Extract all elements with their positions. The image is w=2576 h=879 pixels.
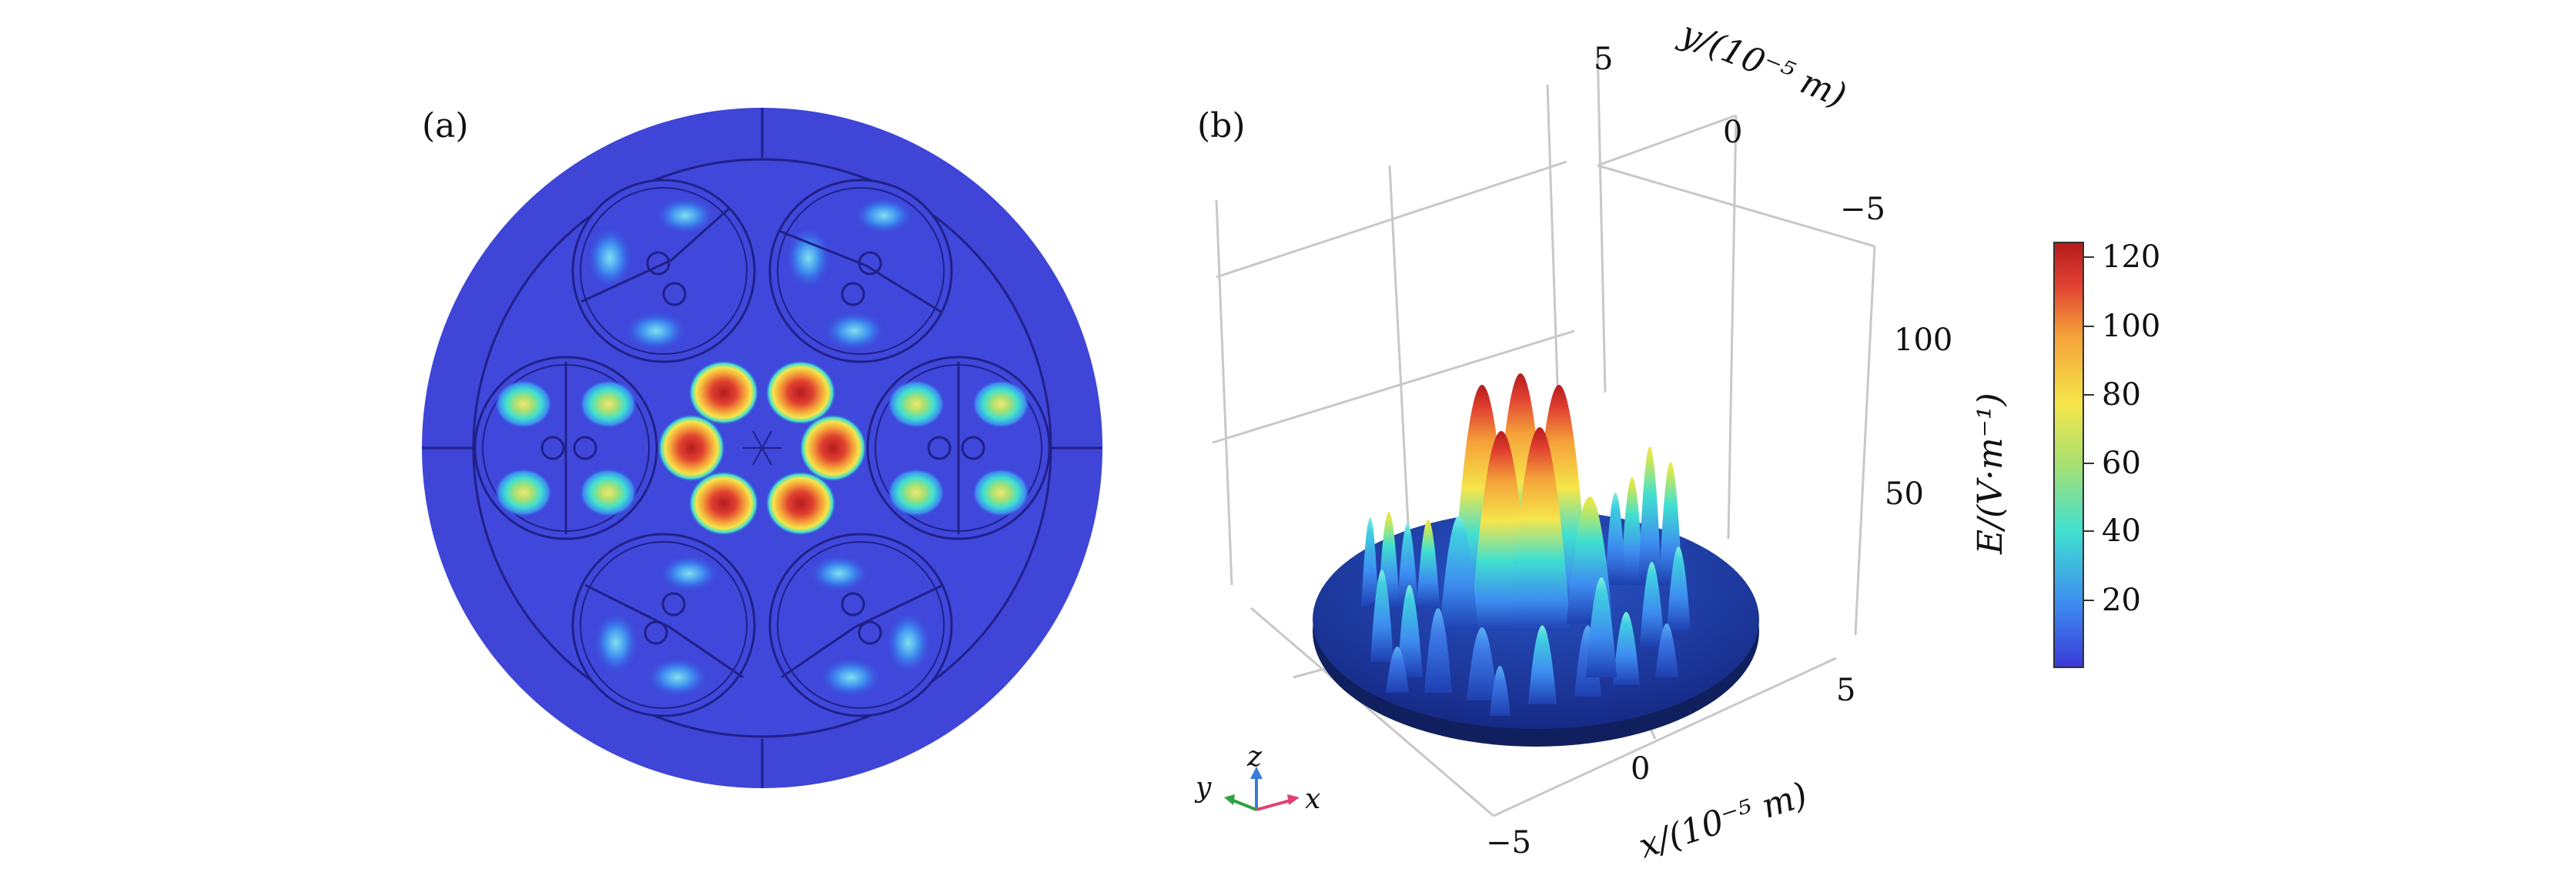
outer-core-top-right xyxy=(768,179,953,363)
colorbar-gradient xyxy=(2053,242,2084,668)
x-axis-label: x/(10⁻⁵ m) xyxy=(1634,775,1812,867)
colorbar-label: E/(V·m⁻¹) xyxy=(1971,393,2010,555)
colorbar-tick-60: 60 xyxy=(2102,446,2141,481)
y-tick-neg5: −5 xyxy=(1840,192,1885,227)
x-tick-neg5: −5 xyxy=(1486,825,1531,861)
z-tick-50: 50 xyxy=(1885,476,1924,512)
colorbar-ticks xyxy=(2083,256,2094,601)
y-axis-ticks: 5 0 −5 xyxy=(1594,42,1885,227)
outer-core-right xyxy=(866,356,1051,540)
triad-y-label: y xyxy=(1194,772,1212,804)
x-tick-5: 5 xyxy=(1836,673,1855,708)
z-axis-ticks: 100 50 xyxy=(1885,323,1952,512)
colorbar-tick-120: 120 xyxy=(2102,239,2160,275)
surface-peaks xyxy=(1361,373,1691,716)
triad-z-label: z xyxy=(1246,741,1263,773)
x-tick-0: 0 xyxy=(1631,751,1650,787)
x-axis-ticks: −5 0 5 xyxy=(1486,673,1855,861)
y-axis-label: y/(10⁻⁵ m) xyxy=(1674,13,1852,115)
outer-core-bottom-left xyxy=(571,533,756,717)
outer-core-left xyxy=(473,356,658,540)
panel-b: (b) xyxy=(1194,13,1952,866)
orientation-triad: z y x xyxy=(1194,741,1320,815)
y-tick-5: 5 xyxy=(1594,42,1613,77)
triad-x-label: x xyxy=(1305,784,1320,815)
panel-a-label: (a) xyxy=(422,106,469,145)
z-tick-100: 100 xyxy=(1894,323,1952,358)
outer-core-bottom-right xyxy=(768,533,953,717)
central-hotspots xyxy=(657,360,867,536)
colorbar-tick-100: 100 xyxy=(2102,309,2160,344)
panel-b-label: (b) xyxy=(1197,106,1246,145)
colorbar: 20 40 60 80 100 120 E/(V·m⁻¹) xyxy=(1971,239,2160,668)
colorbar-tick-40: 40 xyxy=(2102,513,2141,549)
y-tick-0: 0 xyxy=(1723,115,1742,150)
colorbar-tick-80: 80 xyxy=(2102,377,2141,413)
panel-a: (a) xyxy=(422,106,1102,788)
colorbar-tick-20: 20 xyxy=(2102,583,2141,618)
outer-core-top-left xyxy=(571,179,756,363)
fiber-cross-section-heatmap xyxy=(422,108,1102,788)
